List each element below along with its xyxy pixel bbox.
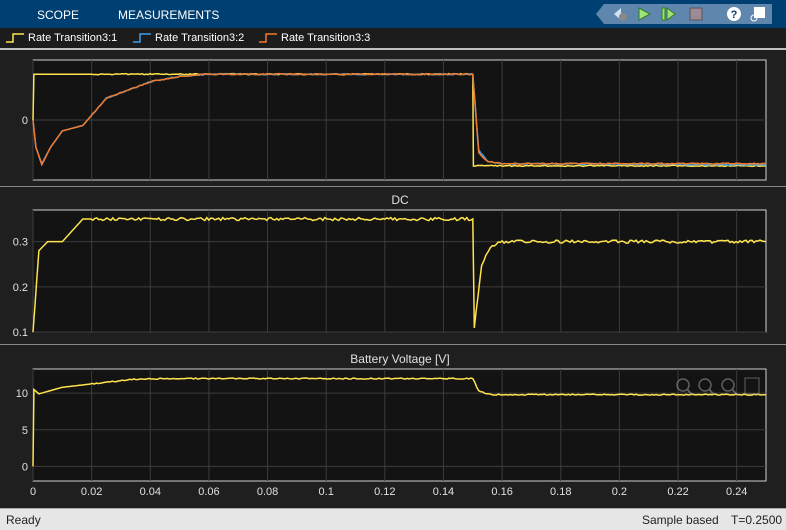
tab-scope[interactable]: SCOPE: [37, 8, 79, 22]
x-tick-label: 0.08: [257, 486, 278, 498]
step-back-settings-icon[interactable]: [612, 6, 628, 22]
x-tick-label: 0: [30, 486, 36, 498]
legend-item[interactable]: Rate Transition3:2: [132, 32, 244, 44]
y-tick-label: 0.3: [13, 237, 28, 249]
x-tick-label: 0.18: [550, 486, 571, 498]
x-tick-label: 0.2: [612, 486, 627, 498]
x-tick-label: 0.14: [433, 486, 454, 498]
legend-label: Rate Transition3:3: [281, 32, 370, 44]
legend-item[interactable]: Rate Transition3:1: [5, 32, 117, 44]
undock-icon[interactable]: [750, 6, 766, 22]
status-text: Ready: [6, 513, 41, 527]
simulation-toolbar: ?: [596, 4, 772, 24]
legend-label: Rate Transition3:1: [28, 32, 117, 44]
y-tick-label: 0: [22, 461, 28, 473]
legend-item[interactable]: Rate Transition3:3: [258, 32, 370, 44]
x-tick-label: 0.12: [374, 486, 395, 498]
x-tick-label: 0.1: [319, 486, 334, 498]
x-tick-label: 0.24: [726, 486, 747, 498]
plot-panel-1: 0.1 0.2 0.3 DC: [0, 186, 786, 344]
sim-time: T=0.2500: [731, 513, 782, 527]
y-tick-label: 0.2: [13, 282, 28, 294]
legend: Rate Transition3:1 Rate Transition3:2 Ra…: [0, 28, 786, 50]
x-tick-label: 0.06: [198, 486, 219, 498]
sample-mode: Sample based: [642, 513, 719, 527]
axes[interactable]: [33, 210, 766, 332]
x-tick-label: 0.16: [491, 486, 512, 498]
x-tick-label: 0.02: [81, 486, 102, 498]
svg-text:?: ?: [731, 9, 738, 21]
scope-plots[interactable]: 0 0.1 0.2 0.3 DC 0 0.02 0.04 0.06 0.08 0.1 0.12 0.14…: [0, 52, 786, 508]
y-tick-label: 0: [22, 115, 28, 127]
axes[interactable]: [33, 369, 766, 481]
tab-measurements[interactable]: MEASUREMENTS: [118, 8, 219, 22]
plot-panel-0: 0: [0, 52, 786, 186]
help-icon[interactable]: ?: [726, 6, 742, 22]
toolstrip: SCOPE MEASUREMENTS ?: [0, 0, 786, 28]
plot-title: DC: [391, 193, 409, 207]
y-tick-label: 10: [16, 388, 28, 400]
y-tick-label: 5: [22, 425, 28, 437]
legend-label: Rate Transition3:2: [155, 32, 244, 44]
step-forward-icon[interactable]: [660, 6, 676, 22]
status-bar: Ready Sample based T=0.2500: [0, 508, 786, 530]
x-tick-label: 0.22: [667, 486, 688, 498]
plot-panel-2: 0 0.02 0.04 0.06 0.08 0.1 0.12 0.14 0.16 0.18 0.2 0…: [0, 344, 786, 508]
y-tick-label: 0.1: [13, 327, 28, 339]
plot-title: Battery Voltage [V]: [350, 352, 449, 366]
x-tick-label: 0.04: [140, 486, 161, 498]
stop-icon[interactable]: [688, 6, 704, 22]
run-icon[interactable]: [636, 6, 652, 22]
